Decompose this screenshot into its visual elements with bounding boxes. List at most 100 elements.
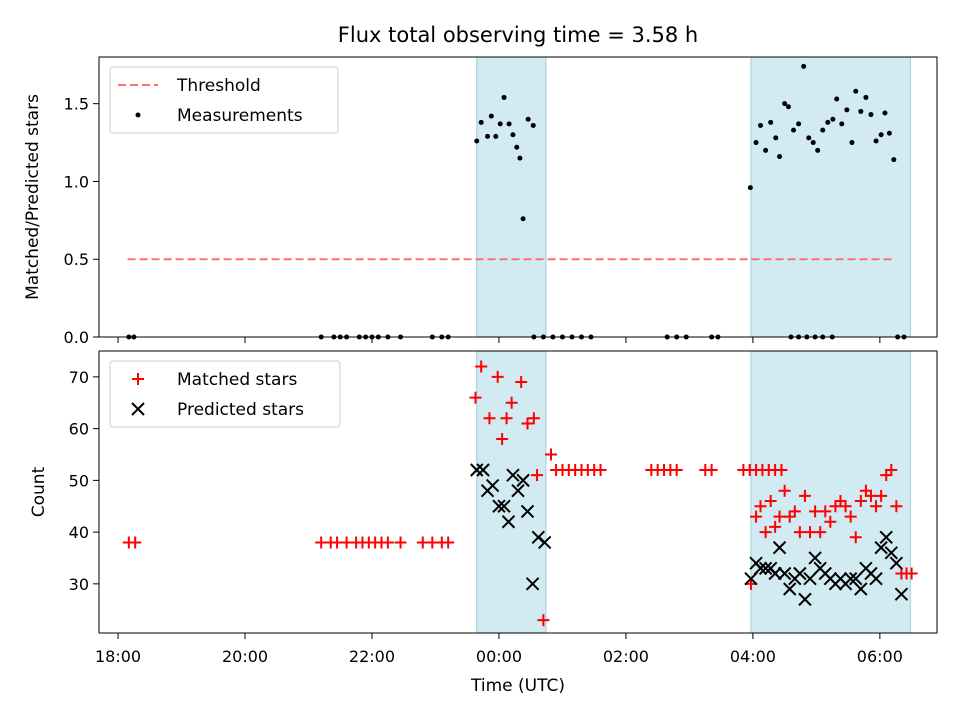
- top-legend-box: [109, 66, 339, 134]
- bottom-y-tick-label: 50: [69, 471, 89, 490]
- matched-star-point: [594, 464, 607, 477]
- matched-star-point: [829, 500, 842, 513]
- predicted-star-point: [511, 483, 525, 498]
- top-series-measurements: [126, 63, 907, 340]
- measurement-point: [868, 112, 874, 118]
- matched-star-point: [545, 448, 558, 461]
- matched-star-point: [670, 464, 683, 477]
- matched-star-point: [870, 500, 883, 513]
- bottom-legend-label: Matched stars: [177, 370, 297, 390]
- top-legend-label: Measurements: [177, 106, 303, 126]
- bottom-y-tick-label: 30: [69, 575, 89, 594]
- measurement-point: [886, 130, 892, 136]
- predicted-star-point: [783, 582, 797, 596]
- measurement-point: [820, 127, 826, 133]
- predicted-star-point: [516, 473, 530, 488]
- matched-star-point: [521, 417, 534, 430]
- measurement-point: [849, 140, 855, 146]
- matched-star-point: [381, 536, 394, 549]
- matched-star-point: [527, 412, 540, 425]
- matched-star-point: [844, 510, 857, 523]
- measurement-point: [834, 96, 840, 102]
- measurement-point: [753, 140, 759, 146]
- predicted-star-point: [476, 463, 490, 477]
- matched-star-point: [531, 469, 544, 482]
- bottom-x-tick-label: 00:00: [476, 647, 522, 666]
- predicted-star-point: [753, 561, 768, 576]
- bottom-y-tick-label: 40: [69, 523, 89, 542]
- predicted-star-point: [492, 499, 506, 513]
- predicted-star-point: [849, 571, 863, 586]
- matched-star-point: [759, 526, 772, 539]
- measurement-point: [873, 138, 879, 144]
- legend-predicted-swatch: [131, 402, 145, 416]
- matched-star-point: [783, 510, 796, 523]
- bottom-y-tick-label: 60: [69, 420, 89, 439]
- predicted-star-point: [889, 556, 904, 570]
- matched-star-point: [819, 505, 832, 518]
- measurement-point: [806, 135, 812, 141]
- bottom-series-matched-stars: [122, 360, 918, 627]
- matched-star-point: [394, 536, 407, 549]
- matched-star-point: [849, 531, 862, 544]
- measurement-point: [801, 63, 807, 69]
- top-y-tick-label: 1.0: [64, 172, 89, 191]
- matched-star-point: [778, 484, 791, 497]
- predicted-star-point: [793, 566, 807, 581]
- top-y-tick-label: 1.5: [64, 95, 89, 114]
- legend-measurements-swatch: [135, 112, 141, 118]
- measurement-point: [858, 108, 864, 114]
- measurement-point: [474, 138, 480, 144]
- matched-star-point: [864, 489, 877, 502]
- measurement-point: [782, 101, 788, 107]
- top-observing-span-1: [750, 56, 911, 338]
- matched-star-point: [500, 412, 513, 425]
- bottom-x-tick-label: 20:00: [222, 647, 268, 666]
- bottom-legend-box: [109, 360, 341, 428]
- measurement-point: [747, 185, 753, 191]
- predicted-star-point: [470, 463, 484, 477]
- matched-star-point: [129, 536, 142, 549]
- matched-star-point: [483, 412, 496, 425]
- matched-star-point: [809, 505, 822, 518]
- matched-star-point: [491, 370, 504, 383]
- measurement-point: [768, 119, 774, 125]
- measurement-point: [891, 157, 897, 163]
- predicted-star-point: [501, 515, 516, 529]
- bottom-observing-span-1: [750, 350, 911, 634]
- measurement-point: [863, 94, 869, 100]
- predicted-star-point: [485, 478, 500, 493]
- measurement-point: [763, 147, 769, 153]
- measurement-point: [758, 122, 764, 128]
- measurement-point: [520, 216, 526, 222]
- measurement-point: [506, 121, 512, 127]
- matched-star-point: [515, 376, 528, 389]
- matched-star-point: [496, 432, 509, 445]
- predicted-star-point: [497, 499, 511, 513]
- matched-star-point: [793, 526, 806, 539]
- matched-star-point: [834, 495, 847, 508]
- top-chart-title: Flux total observing time = 3.58 h: [338, 23, 698, 47]
- legend-matched-swatch: [132, 373, 144, 385]
- measurement-point: [878, 132, 884, 138]
- predicted-star-point: [803, 571, 817, 586]
- top-y-tick-label: 0.5: [64, 250, 89, 269]
- predicted-star-point: [798, 592, 812, 607]
- predicted-star-point: [506, 468, 520, 482]
- measurement-point: [501, 94, 507, 100]
- bottom-x-tick-label: 06:00: [857, 647, 903, 666]
- matched-star-point: [475, 360, 488, 373]
- measurement-point: [853, 88, 859, 94]
- predicted-star-point: [894, 587, 909, 601]
- measurement-point: [485, 133, 491, 139]
- matched-star-point: [537, 614, 550, 627]
- measurement-point: [510, 132, 516, 138]
- predicted-star-point: [874, 540, 888, 555]
- measurement-point: [525, 116, 531, 122]
- matched-star-point: [442, 536, 455, 549]
- matched-star-point: [859, 484, 872, 497]
- measurement-point: [830, 116, 836, 122]
- measurement-point: [882, 110, 888, 116]
- matched-star-point: [880, 469, 893, 482]
- matched-star-point: [890, 500, 903, 513]
